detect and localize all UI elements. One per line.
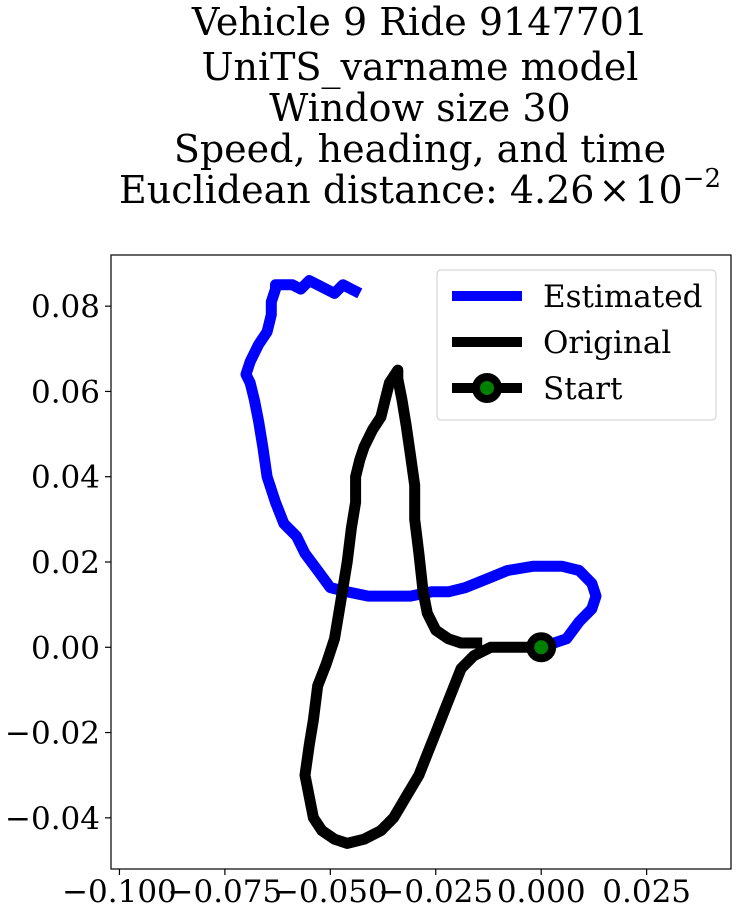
y-tick-label: 0.04: [31, 460, 100, 496]
title-line-3: Window size 30: [269, 86, 570, 130]
x-axis-ticks: −0.100−0.075−0.050−0.025 0.000 0.025: [62, 869, 691, 910]
x-tick-label: 0.025: [602, 874, 691, 910]
legend-swatch-start-marker: [472, 373, 502, 403]
y-tick-label: 0.06: [31, 374, 100, 410]
y-axis-ticks: −0.04 −0.02 0.00 0.02 0.04 0.06 0.08: [5, 289, 111, 837]
y-tick-label: −0.04: [5, 801, 100, 837]
y-tick-label: 0.08: [31, 289, 100, 325]
legend-label-start: Start: [543, 371, 623, 407]
legend-label-estimated: Estimated: [543, 279, 702, 315]
x-tick-label: −0.100: [62, 874, 177, 910]
title-metric-prefix: Euclidean distance:: [119, 168, 510, 212]
x-tick-label: −0.075: [168, 874, 283, 910]
x-tick-label: −0.050: [273, 874, 388, 910]
title-metric-exponent: −2: [683, 164, 721, 194]
y-tick-label: 0.00: [31, 630, 100, 666]
title-line-4: Speed, heading, and time: [174, 127, 666, 171]
plot-area: [240, 275, 602, 849]
title-metric-mantissa: 4.26: [510, 168, 595, 212]
start-marker: [526, 632, 557, 663]
y-tick-label: −0.02: [5, 716, 100, 752]
series-line-estimated: [240, 275, 602, 653]
x-tick-label: −0.025: [378, 874, 493, 910]
title-line-1: Vehicle 9 Ride 9147701: [191, 0, 648, 44]
chart-title: Vehicle 9 Ride 9147701 UniTS_varname mod…: [119, 0, 721, 212]
title-line-5: Euclidean distance: 4.26 × 10−2: [119, 164, 721, 212]
series-layer: [240, 275, 602, 849]
y-tick-label: 0.02: [31, 545, 100, 581]
series-line-original: [299, 364, 542, 849]
title-metric-times: ×: [598, 168, 630, 212]
x-tick-label: 0.000: [497, 874, 586, 910]
legend-label-original: Original: [543, 325, 671, 361]
legend: Estimated Original Start: [436, 269, 717, 421]
title-line-2: UniTS_varname model: [202, 45, 639, 90]
legend-box: [436, 269, 717, 421]
title-metric-base: 10: [634, 168, 682, 212]
